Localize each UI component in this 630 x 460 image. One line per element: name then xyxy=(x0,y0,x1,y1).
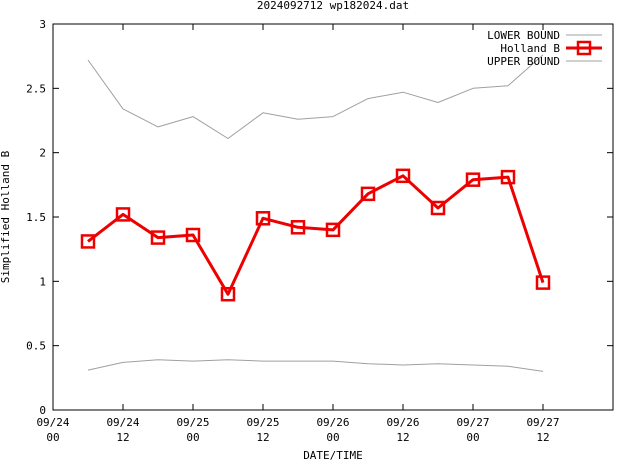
data-point-marker xyxy=(115,207,131,222)
x-tick-label: 09/27 xyxy=(456,416,489,429)
data-point-marker xyxy=(465,172,481,187)
x-tick-label: 09/26 xyxy=(316,416,349,429)
legend-label: UPPER BOUND xyxy=(487,55,560,68)
x-tick-label: 00 xyxy=(466,431,479,444)
legend-label: Holland B xyxy=(500,42,560,55)
y-tick-label: 2.5 xyxy=(26,82,46,95)
data-point-marker xyxy=(80,234,96,249)
data-point-marker xyxy=(395,168,411,184)
x-tick-label: 12 xyxy=(536,431,549,444)
x-tick-label: 09/26 xyxy=(386,416,419,429)
x-axis-label: DATE/TIME xyxy=(303,449,363,460)
y-tick-label: 1 xyxy=(39,275,46,288)
data-point-marker xyxy=(185,227,201,243)
x-tick-label: 09/24 xyxy=(106,416,139,429)
data-point-marker xyxy=(325,222,341,238)
x-tick-label: 12 xyxy=(256,431,269,444)
y-axis: 0 0.5 1 1.5 2 2.5 3 xyxy=(26,18,613,417)
data-point-marker xyxy=(220,286,236,302)
series-line xyxy=(87,54,544,139)
chart-title: 2024092712 wp182024.dat xyxy=(257,0,409,12)
data-point-marker xyxy=(500,169,516,185)
y-tick-label: 1.5 xyxy=(26,211,46,224)
plot-frame xyxy=(52,23,614,411)
x-tick-label: 00 xyxy=(46,431,59,444)
x-tick-label: 00 xyxy=(326,431,339,444)
data-point-marker xyxy=(290,220,306,235)
legend-marker xyxy=(576,40,592,56)
y-tick-label: 3 xyxy=(39,18,46,31)
y-tick-label: 0 xyxy=(39,404,46,417)
x-tick-label: 09/25 xyxy=(246,416,279,429)
series-line xyxy=(87,174,545,296)
data-point-marker xyxy=(535,275,551,290)
x-tick-label: 09/24 xyxy=(36,416,69,429)
x-axis: 09/240009/241209/250009/251209/260009/26… xyxy=(36,24,560,444)
x-tick-label: 00 xyxy=(186,431,199,444)
data-point-marker xyxy=(150,230,166,245)
x-tick-label: 09/27 xyxy=(526,416,559,429)
data-point-marker xyxy=(255,211,271,226)
data-point-marker xyxy=(430,200,446,216)
y-axis-label: Simplified Holland B xyxy=(0,150,12,283)
y-tick-label: 0.5 xyxy=(26,340,46,353)
legend-label: LOWER BOUND xyxy=(487,29,560,42)
series-line xyxy=(87,359,544,372)
data-point-marker xyxy=(360,186,376,202)
y-tick-label: 2 xyxy=(39,147,46,160)
x-tick-label: 12 xyxy=(116,431,129,444)
x-tick-label: 12 xyxy=(396,431,409,444)
series-layer xyxy=(80,54,551,372)
x-tick-label: 09/25 xyxy=(176,416,209,429)
